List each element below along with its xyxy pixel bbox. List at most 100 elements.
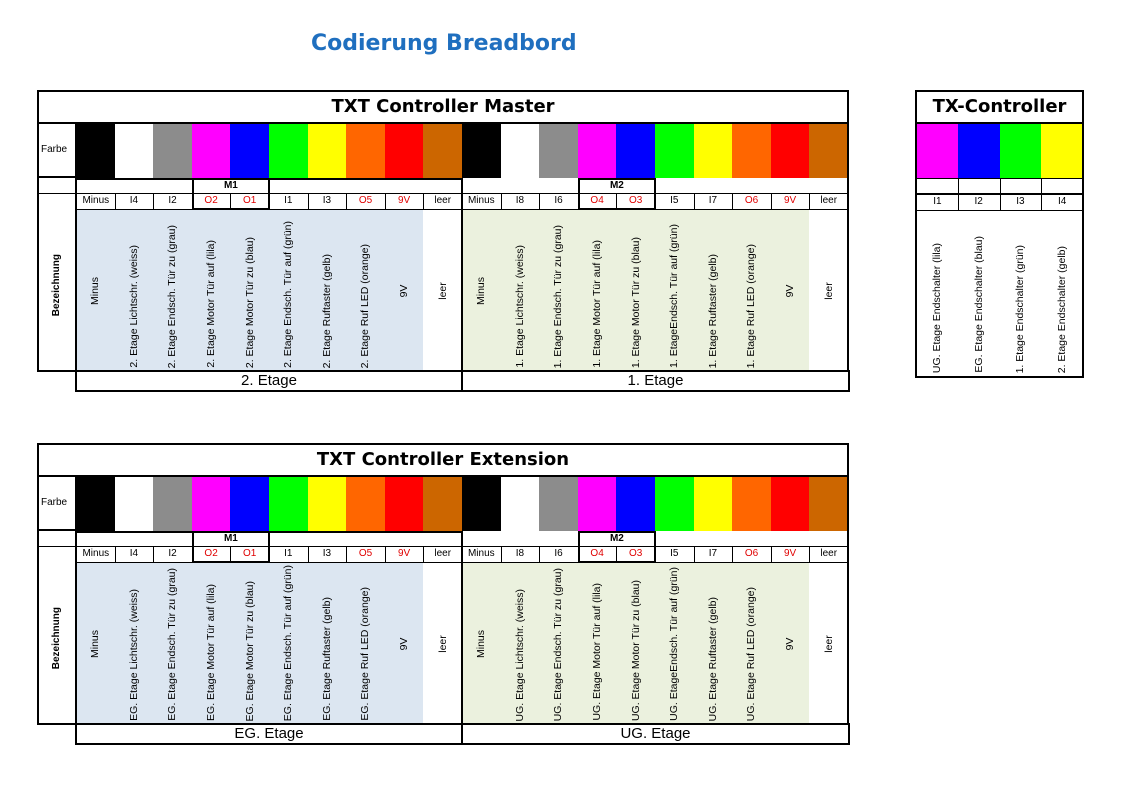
pin-code: I2 (153, 546, 193, 563)
pin-code: O5 (346, 546, 386, 563)
pin-description: Minus (462, 563, 502, 725)
pin-description: leer (423, 210, 463, 372)
pin-description-text: Minus (475, 276, 488, 306)
pin-description-text: 9V (398, 637, 411, 651)
color-swatch (809, 477, 849, 531)
color-swatch (999, 124, 1042, 178)
pin-code: leer (809, 546, 849, 563)
color-swatch (269, 477, 309, 531)
pin-code: I8 (500, 546, 541, 563)
color-swatch (114, 124, 154, 178)
color-swatch (809, 124, 849, 178)
color-swatch (577, 124, 617, 178)
color-swatch (384, 477, 424, 531)
pin-description-text: EG. Etage Motor Tür zu (blau) (243, 580, 256, 721)
pin-description-text: 2. Etage Endsch. Tür auf (grün) (282, 221, 295, 368)
pin-description-text: leer (436, 635, 449, 653)
pin-description: Minus (76, 210, 116, 372)
pin-description: 9V (384, 210, 425, 372)
pin-description: 2. Etage Ruftaster (gelb) (307, 210, 348, 372)
color-swatch (957, 124, 1000, 178)
pin-code: 9V (770, 546, 811, 563)
color-swatch (423, 124, 463, 178)
pin-description: 1. Etage Lichtschr. (weiss) (500, 210, 541, 372)
pin-description-text: UG. Etage Endsch. Tür zu (grau) (552, 567, 565, 721)
pin-description-text: 1. Etage Endsch. Tür zu (grau) (552, 224, 565, 368)
pin-description-text: EG. Etage Motor Tür auf (lila) (205, 584, 218, 721)
color-swatch (539, 477, 579, 531)
pin-description-text: 2. Etage Ruf LED (orange) (359, 243, 372, 368)
pin-code: I5 (655, 193, 695, 210)
pin-code: I2 (153, 193, 193, 210)
pin-code: Minus (76, 193, 116, 210)
pin-code: I6 (539, 546, 579, 563)
pin-description: UG. Etage Lichtschr. (weiss) (500, 563, 541, 725)
pin-code: O2 (191, 193, 232, 210)
pin-description-text: UG. Etage Motor Tür auf (lila) (591, 583, 604, 721)
pin-code: O1 (230, 193, 270, 210)
pin-description-text: 1. Etage Endschalter (grün) (1014, 244, 1027, 373)
color-swatch (693, 477, 733, 531)
pin-code: O4 (577, 193, 618, 210)
pin-code: O3 (616, 193, 656, 210)
pin-description: 1. Etage Endschalter (grün) (999, 211, 1043, 377)
pin-description: 1. Etage Ruf LED (orange) (732, 210, 772, 372)
color-swatch (732, 124, 772, 178)
color-swatch (230, 124, 270, 178)
color-swatch (191, 124, 231, 178)
pin-description: 9V (770, 563, 811, 725)
pin-description-text: 1. Etage Ruf LED (orange) (745, 243, 758, 368)
pin-code: I7 (693, 193, 734, 210)
pin-description: EG. Etage Endsch. Tür zu (grau) (153, 563, 193, 725)
color-swatch (462, 477, 502, 531)
pin-code: 9V (384, 193, 425, 210)
color-swatch (269, 124, 309, 178)
color-swatch (76, 477, 116, 531)
color-swatch (770, 124, 810, 178)
color-swatch (655, 477, 695, 531)
pin-description-text: EG. Etage Lichtschr. (weiss) (127, 589, 140, 721)
pin-code: I1 (269, 193, 309, 210)
color-swatch (916, 124, 959, 178)
pin-description: leer (809, 210, 849, 372)
color-swatch (230, 477, 270, 531)
pin-code: O6 (732, 546, 772, 563)
pin-description: UG. EtageEndsch. Tür auf (grün) (655, 563, 695, 725)
pin-description: UG. Etage Ruf LED (orange) (732, 563, 772, 725)
page-title: Codierung Breadbord (311, 31, 577, 56)
color-swatch (114, 477, 154, 531)
pin-description: 1. EtageEndsch. Tür auf (grün) (655, 210, 695, 372)
color-swatch (346, 477, 386, 531)
pin-code: O3 (616, 546, 656, 563)
pin-description-text: UG. Etage Lichtschr. (weiss) (513, 588, 526, 721)
etage-right: 1. Etage (461, 370, 850, 392)
color-swatch (307, 124, 347, 178)
pin-code: O1 (230, 546, 270, 563)
pin-description-text: 2. Etage Lichtschr. (weiss) (127, 245, 140, 368)
color-swatch (191, 477, 231, 531)
empty-cell (957, 178, 1001, 194)
color-swatch (616, 124, 656, 178)
pin-description: 9V (770, 210, 811, 372)
pin-description: 1. Etage Motor Tür zu (blau) (616, 210, 656, 372)
color-swatch (462, 124, 502, 178)
color-swatch (76, 124, 116, 178)
pin-description-text: Minus (89, 276, 102, 306)
pin-code: I1 (269, 546, 309, 563)
empty-cell (916, 178, 959, 194)
pin-description: UG. Etage Motor Tür auf (lila) (577, 563, 618, 725)
pin-description-text: 2. Etage Endschalter (gelb) (1056, 245, 1069, 373)
color-swatch (153, 477, 193, 531)
pin-description: UG. Etage Ruftaster (gelb) (693, 563, 734, 725)
color-swatch (770, 477, 810, 531)
color-swatch (693, 124, 733, 178)
pin-description-text: leer (822, 635, 835, 653)
pin-description-text: 1. Etage Lichtschr. (weiss) (513, 245, 526, 368)
pin-description: 1. Etage Motor Tür auf (lila) (577, 210, 618, 372)
pin-description: 2. Etage Endschalter (gelb) (1041, 211, 1084, 377)
pin-code: O6 (732, 193, 772, 210)
color-swatch (616, 477, 656, 531)
pin-code: I4 (1041, 194, 1084, 211)
pin-code: leer (809, 193, 849, 210)
pin-description-text: UG. Etage Ruftaster (gelb) (706, 596, 719, 721)
